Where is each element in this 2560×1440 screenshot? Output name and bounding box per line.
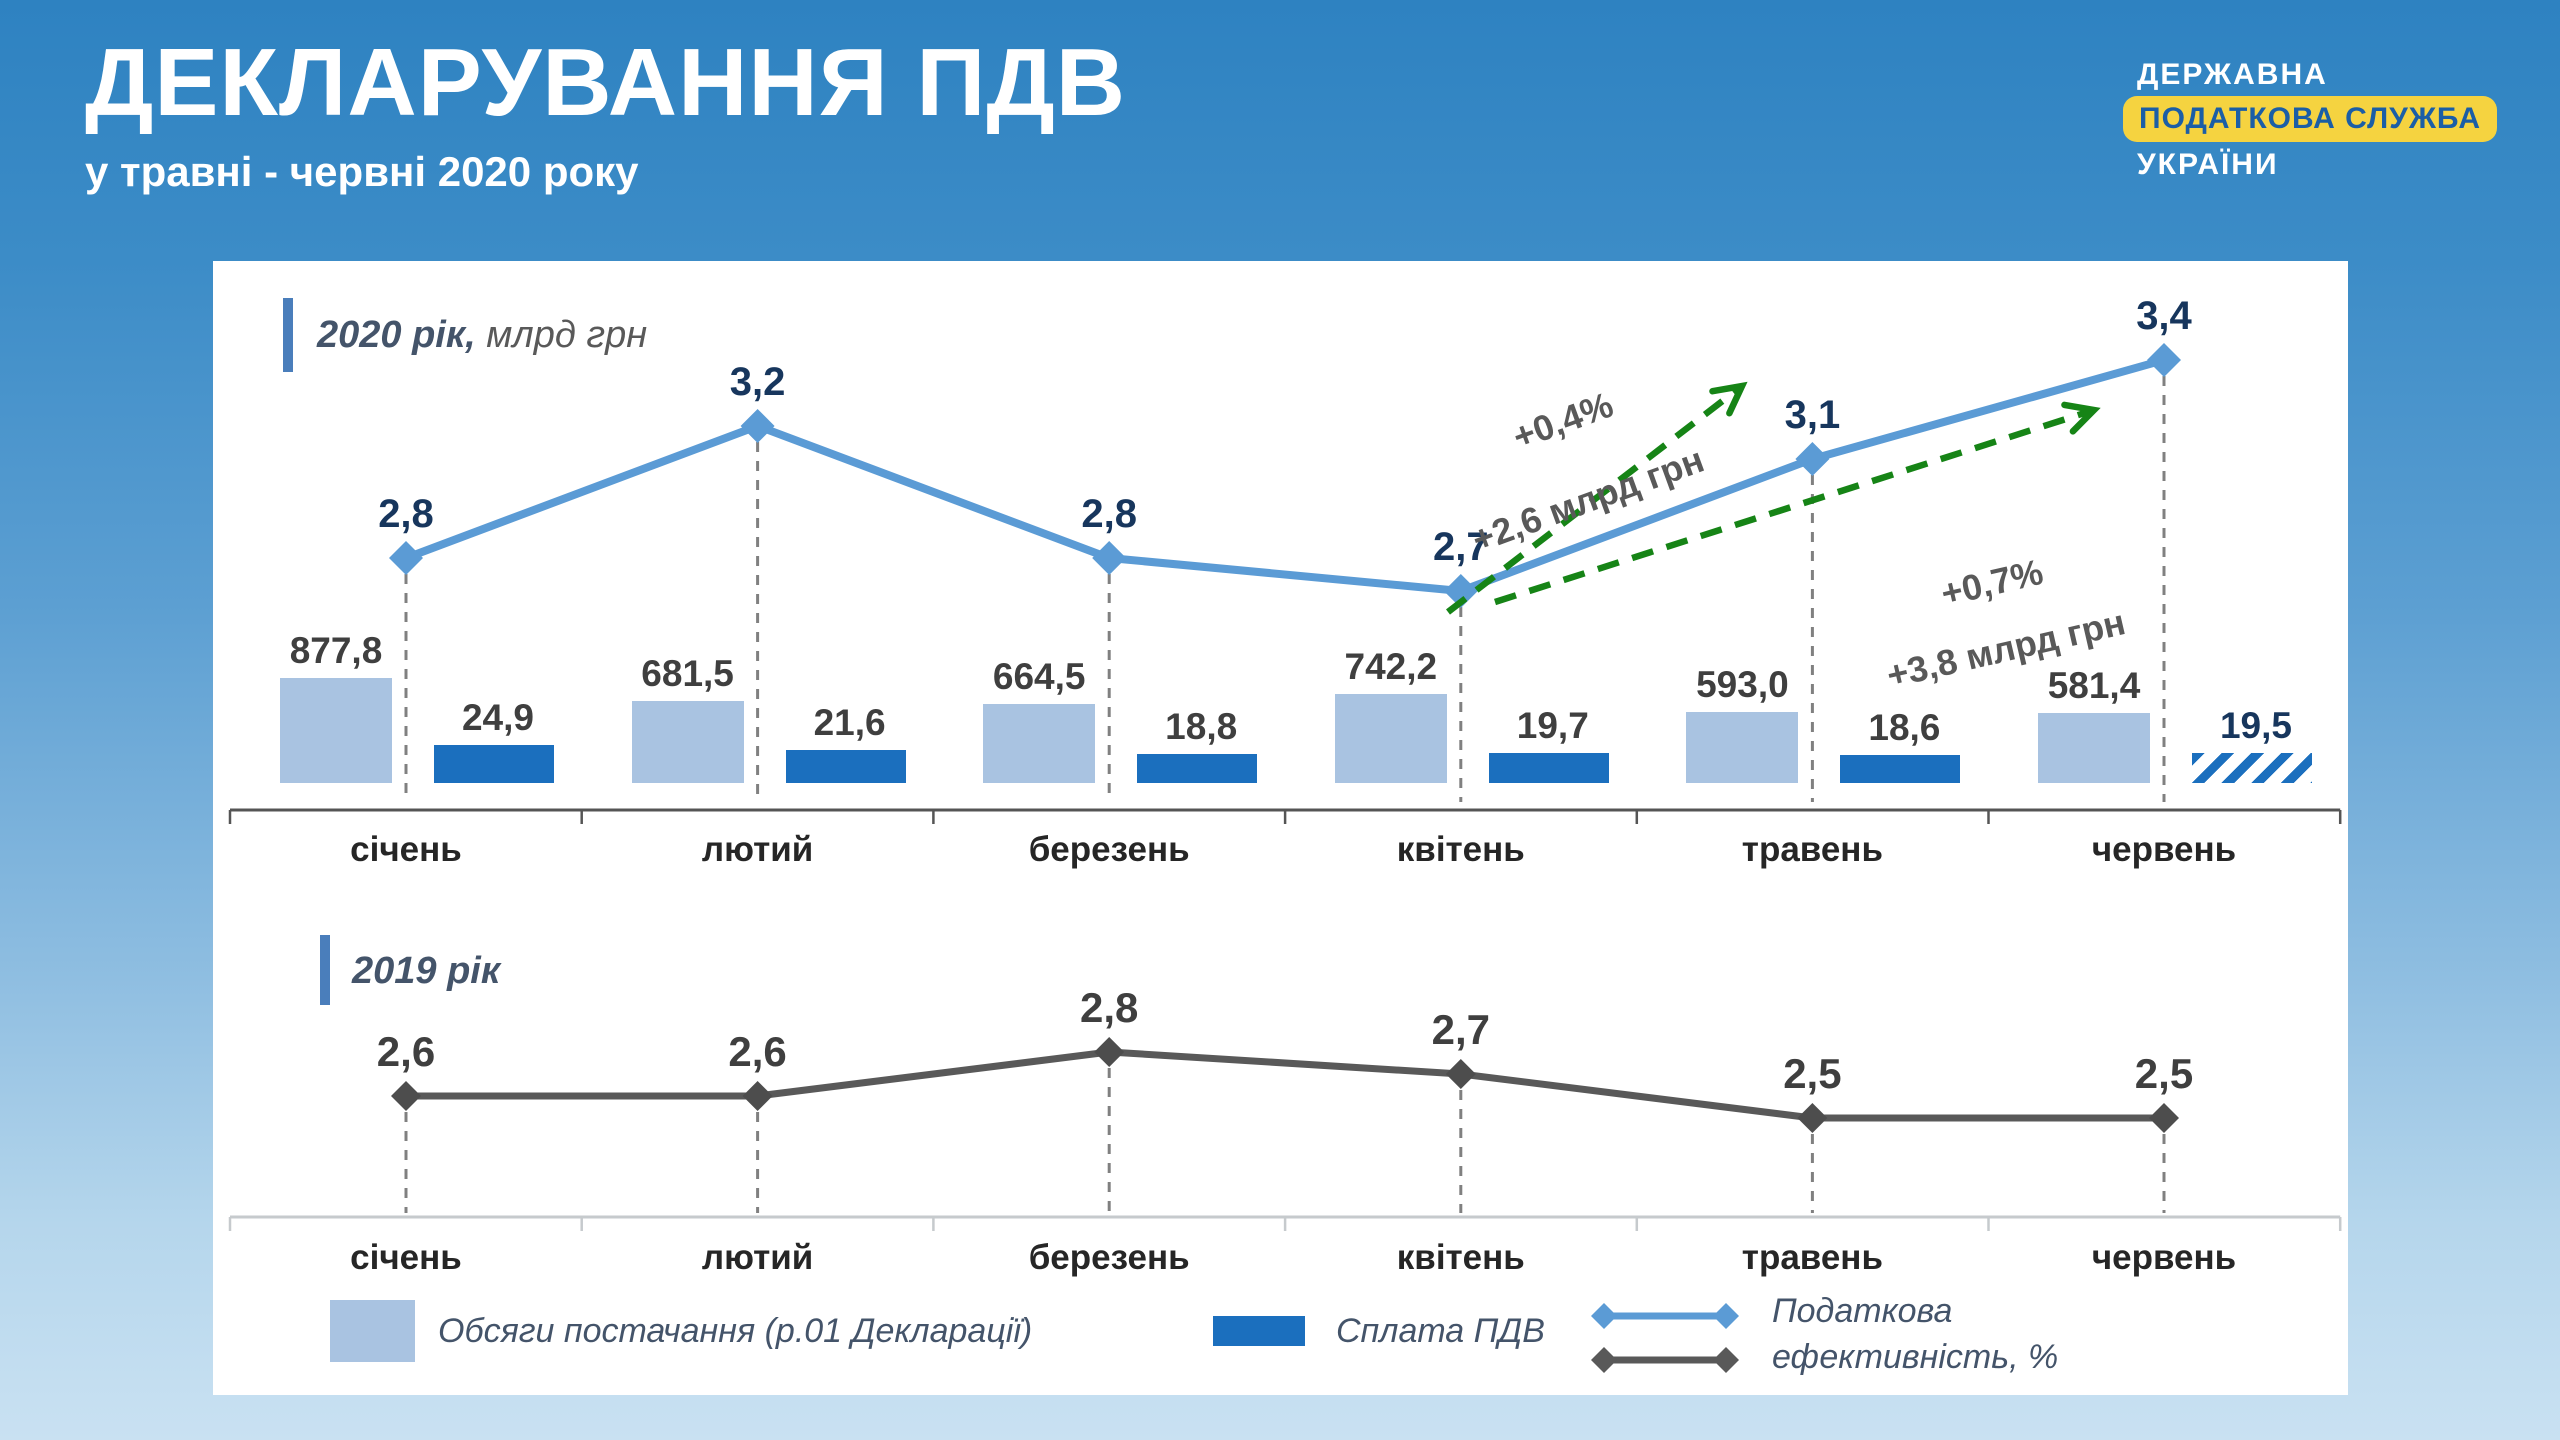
marker-2020 [2147,343,2181,377]
logo-line3: УКРАЇНИ [2137,148,2279,181]
marker-2019 [1445,1059,1476,1089]
month-label-2020: березень [1028,830,1190,869]
payment-bar [1840,754,1961,783]
marker-2020 [1443,574,1478,608]
marker-2019 [742,1081,773,1111]
supply-bar [1334,694,1447,783]
legend-payment-label: Сплата ПДВ [1336,1312,1545,1350]
chart-panel [213,261,2348,1395]
payment-bar [785,750,906,783]
month-label-2020: січень [350,830,462,869]
legend-efficiency-glyph-2020-diamond [1591,1303,1617,1329]
supply-bar-label: 593,0 [1696,664,1789,706]
line-value-label-2019: 2,6 [728,1028,787,1075]
line-value-label-2019: 2,7 [1431,1006,1490,1053]
supply-bar-label: 581,4 [2047,665,2141,707]
payment-bar [434,745,554,783]
legend-efficiency-glyph-2019-diamond [1591,1347,1617,1373]
section-2020-accent-bar [283,298,293,372]
month-label-2019: травень [1741,1238,1883,1277]
supply-bar [2038,713,2150,783]
marker-2019 [2149,1103,2179,1133]
payment-bar [1488,752,1609,783]
growth-arrow [1446,383,1744,615]
month-label-2019: червень [2091,1238,2237,1277]
supply-bar-label: 877,8 [289,630,383,671]
section-2019-accent-bar [320,935,330,1005]
legend-payment-swatch [1213,1316,1305,1346]
marker-2020 [389,541,423,575]
line-value-label-2019: 2,5 [2134,1050,2194,1097]
month-label-2019: березень [1028,1238,1190,1277]
line-value-label-2019: 2,5 [1783,1050,1842,1097]
growth-arrow-head [1709,381,1748,417]
section-2019-title: 2019 рік [352,950,500,993]
section-2020-year: 2020 рік, [317,314,476,356]
supply-bar-label: 681,5 [641,653,734,695]
payment-bar [2192,753,2312,783]
line-value-label-2019: 2,6 [376,1028,436,1075]
supply-bar [1686,712,1799,783]
section-2019-year: 2019 рік [352,950,501,992]
line-value-label-2020: 2,8 [1081,492,1137,536]
month-label-2019: квітень [1396,1238,1525,1277]
month-label-2020: квітень [1396,830,1525,869]
line-value-label-2020: 2,7 [1432,525,1489,569]
growth-arrow [1494,406,2095,606]
logo-badge: ПОДАТКОВА СЛУЖБА [2123,96,2498,142]
supply-bar-label: 742,2 [1344,646,1438,688]
efficiency-line-2020 [402,356,2168,595]
marker-2019 [1797,1103,1828,1133]
logo-line1: ДЕРЖАВНА [2137,58,2328,91]
month-label-2019: січень [350,1238,462,1277]
line-value-label-2020: 3,2 [729,360,786,404]
legend-supply-swatch [330,1300,415,1362]
marker-2019 [1094,1037,1125,1067]
supply-bar-label: 664,5 [992,655,1086,697]
legend-supply-label: Обсяги постачання (р.01 Декларації) [438,1312,1033,1350]
line-value-label-2020: 3,4 [2136,294,2192,338]
section-2020-title: 2020 рік, млрд грн [317,314,647,357]
legend-efficiency-label-line2: ефективність, % [1772,1338,2059,1376]
supply-bar [631,701,744,783]
legend-efficiency-label-line1: Податкова [1772,1292,1953,1330]
payment-bar-label: 19,5 [2219,705,2292,747]
efficiency-line-2019 [402,1048,2168,1122]
legend-efficiency-glyph-2020-diamond [1713,1303,1739,1329]
line-value-label-2019: 2,8 [1079,984,1139,1031]
payment-bar-label: 19,7 [1516,704,1589,746]
page-subtitle: у травні - червні 2020 року [85,148,639,195]
month-label-2019: лютий [701,1238,814,1277]
marker-2020 [740,409,775,443]
payment-bar-label: 24,9 [461,697,534,738]
line-value-label-2020: 2,8 [378,492,434,536]
payment-bar-label: 18,6 [1868,706,1941,748]
month-label-2020: лютий [701,830,814,869]
legend-efficiency-glyph-2019-diamond [1713,1347,1739,1373]
marker-2020 [1092,541,1127,575]
logo: ДЕРЖАВНА ПОДАТКОВА СЛУЖБА УКРАЇНИ [2123,58,2498,182]
month-label-2020: червень [2091,830,2237,869]
month-label-2020: травень [1741,830,1883,869]
supply-bar [983,703,1096,783]
supply-bar [280,678,392,783]
marker-2019 [391,1081,421,1111]
payment-bar-label: 18,8 [1165,706,1238,748]
page-title: ДЕКЛАРУВАННЯ ПДВ [85,29,1127,136]
growth-arrow-head [2061,401,2101,435]
marker-2020 [1795,442,1830,476]
payment-bar-label: 21,6 [813,702,886,744]
section-2020-units: млрд грн [475,314,648,356]
payment-bar [1137,754,1258,783]
line-value-label-2020: 3,1 [1784,393,1841,437]
